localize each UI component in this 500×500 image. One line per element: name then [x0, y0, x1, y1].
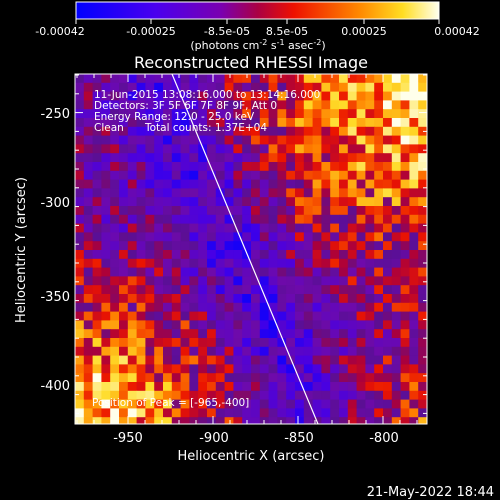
- x-axis-title: Heliocentric X (arcsec): [178, 449, 325, 464]
- detectors-label: Detectors: 3F 5F 6F 7F 8F 9F, Att 0: [94, 100, 277, 112]
- y-axis-title: Heliocentric Y (arcsec): [14, 177, 29, 323]
- solar-limb-line: [171, 74, 319, 424]
- y-tick-label: -400: [40, 379, 70, 394]
- colorbar-tick-label: -8.5e-05: [204, 25, 250, 38]
- y-tick-label: -250: [40, 107, 70, 122]
- x-tick-label: -950: [113, 431, 143, 446]
- y-axis: -250 -300 -350 -400 Heliocentric Y (arcs…: [14, 107, 70, 394]
- axis-ticks: [75, 74, 427, 424]
- total-counts-label: Total counts: 1.37E+04: [144, 122, 267, 134]
- generation-timestamp: 21-May-2022 18:44: [367, 485, 494, 500]
- time-range-label: 11-Jun-2015 13:08:16.000 to 13:14:16.000: [94, 89, 320, 101]
- colorbar-tick-label: 0.00042: [434, 25, 480, 38]
- y-tick-label: -350: [40, 290, 70, 305]
- colorbar-tick-label: -0.00042: [35, 25, 84, 38]
- plot-title: Reconstructed RHESSI Image: [134, 53, 368, 72]
- method-label: Clean: [94, 122, 124, 134]
- colorbar-tick-label: 0.00025: [341, 25, 387, 38]
- plot-frame: [74, 73, 428, 425]
- peak-position-label: Position of Peak = [-965,-400]: [92, 397, 249, 409]
- colorbar-units: (photons cm-2 s-1 asec-2): [190, 38, 325, 52]
- colorbar-gradient: [75, 1, 440, 20]
- image-annotations: 11-Jun-2015 13:08:16.000 to 13:14:16.000…: [92, 89, 320, 409]
- x-tick-label: -850: [284, 431, 314, 446]
- y-tick-label: -300: [40, 196, 70, 211]
- x-tick-label: -800: [369, 431, 399, 446]
- colorbar-ticks: [75, 19, 440, 24]
- x-axis: -950 -900 -850 -800 Heliocentric X (arcs…: [113, 431, 399, 464]
- colorbar-tick-label: -0.00025: [126, 25, 175, 38]
- image-pixels: [75, 74, 427, 424]
- x-tick-label: -900: [199, 431, 229, 446]
- energy-range-label: Energy Range: 12.0 - 25.0 keV: [94, 111, 255, 123]
- colorbar-tick-label: 8.5e-05: [266, 25, 308, 38]
- rhessi-image: [75, 74, 427, 424]
- colorbar: -0.00042 -0.00025 -8.5e-05 8.5e-05 0.000…: [35, 1, 480, 52]
